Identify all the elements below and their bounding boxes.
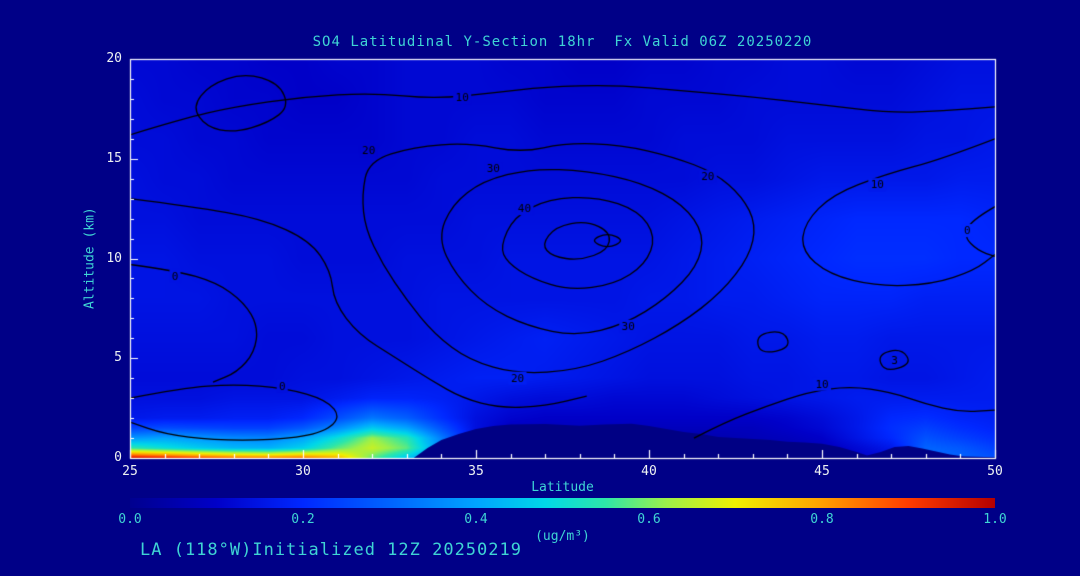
y-tick-label: 5 <box>114 350 122 366</box>
x-tick-label: 35 <box>468 464 484 479</box>
y-tick-label: 20 <box>106 51 122 66</box>
y-tick-label: 15 <box>106 150 122 166</box>
chart-title: SO4 Latitudinal Y-Section 18hr Fx Valid … <box>312 34 813 50</box>
x-tick-label: 50 <box>987 464 1003 479</box>
y-tick-label: 0 <box>114 450 122 465</box>
y-tick-label: 10 <box>106 250 122 266</box>
colorbar <box>130 498 995 508</box>
y-axis-title: Altitude (km) <box>82 207 98 310</box>
run-info-text: LA (118°W)Initialized 12Z 20250219 <box>140 540 522 560</box>
colorbar-tick-label: 0.2 <box>291 512 315 527</box>
colorbar-tick-label: 1.0 <box>983 512 1007 527</box>
colorbar-tick-label: 0.6 <box>637 512 661 527</box>
colorbar-unit-label: (ug/m³) <box>535 529 590 544</box>
colorbar-tick-label: 0.8 <box>810 512 834 527</box>
x-axis-title: Latitude <box>531 480 594 495</box>
x-tick-label: 40 <box>641 464 657 479</box>
colorbar-tick-label: 0.4 <box>464 512 488 527</box>
colorbar-tick-label: 0.0 <box>118 512 142 527</box>
x-tick-label: 25 <box>122 464 138 479</box>
x-tick-label: 45 <box>814 464 830 479</box>
x-tick-label: 30 <box>295 464 311 479</box>
